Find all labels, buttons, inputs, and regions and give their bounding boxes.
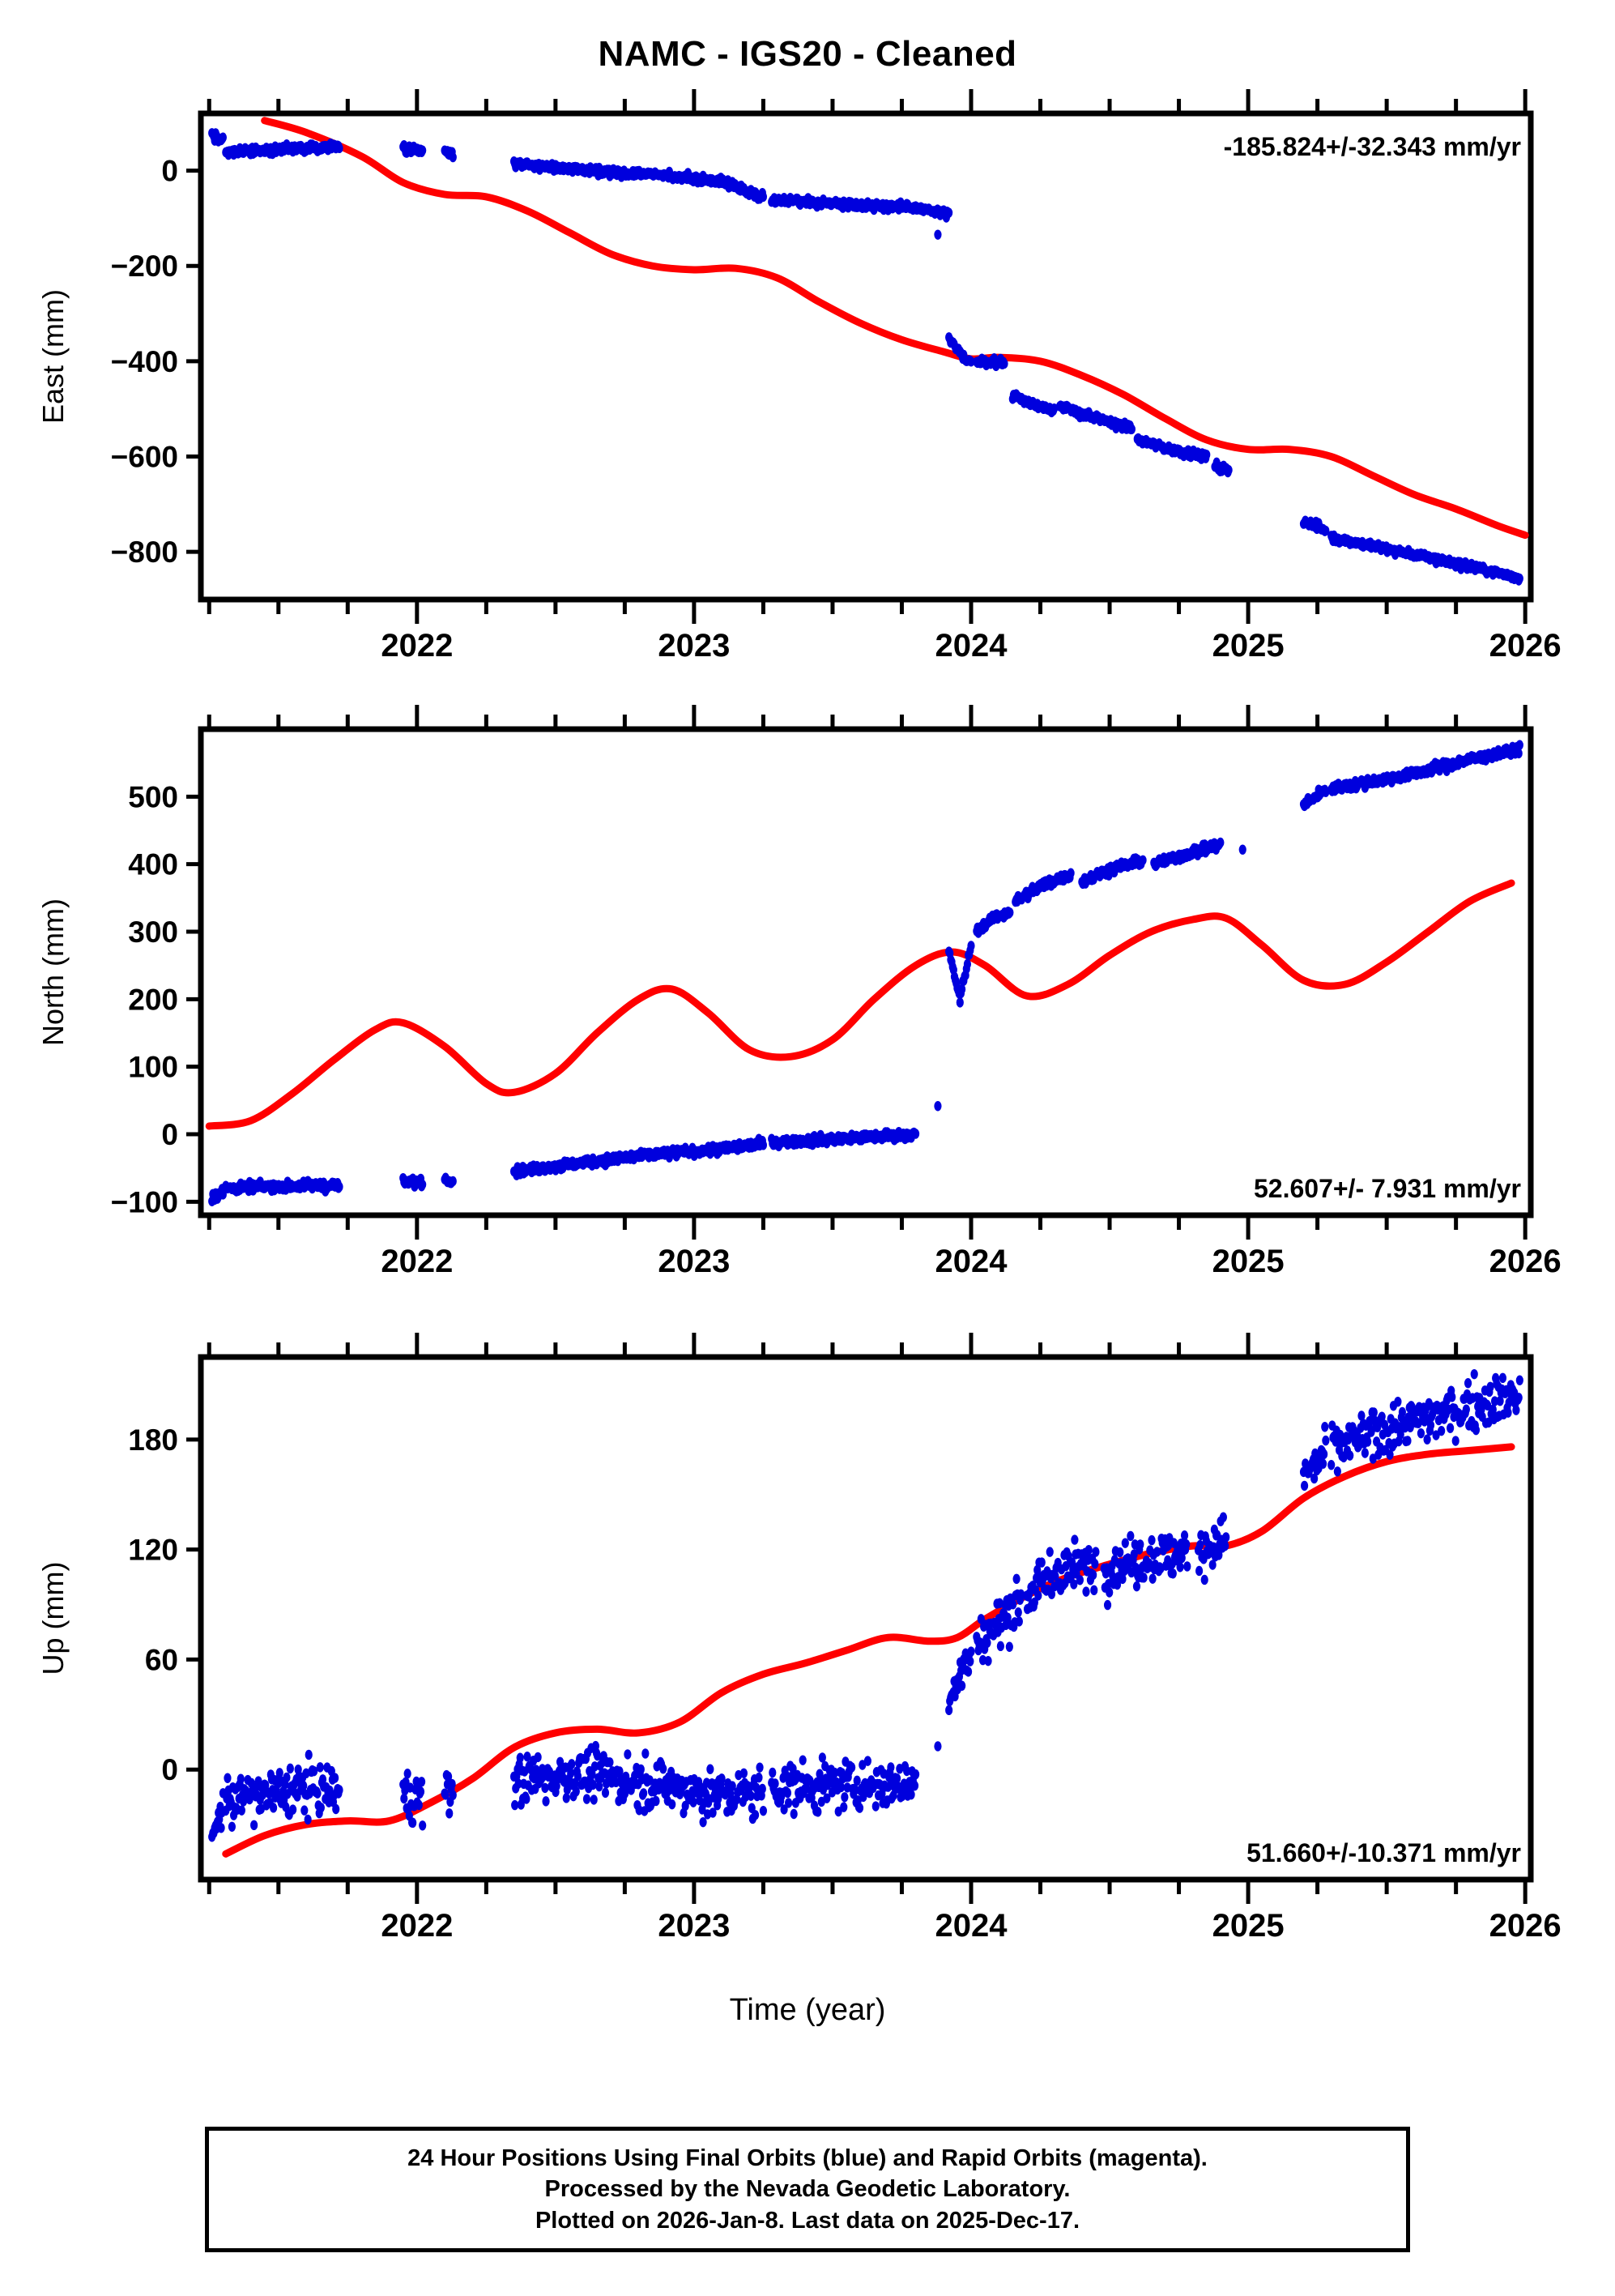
data-layer-east [208, 117, 1529, 586]
footer-note-box: 24 Hour Positions Using Final Orbits (bl… [205, 2127, 1410, 2252]
plot-east: 0 −200 −400 −600 −800 2022 2023 2024 2025 2026 Eas… [36, 89, 1562, 664]
plot-north: 500 400 300 200 100 0 −100 2022 2023 2024 2025 2026… [36, 705, 1562, 1279]
yaxis-title-east: East (mm) [36, 289, 70, 424]
ytick-label: −200 [111, 250, 178, 283]
ytick-label: 200 [128, 983, 178, 1016]
ytick-label: 500 [128, 780, 178, 813]
xaxis-title: Time (year) [729, 1993, 886, 2027]
page-title: NAMC - IGS20 - Cleaned [598, 34, 1017, 74]
ytick-label: 0 [161, 1753, 178, 1786]
rate-annotation-east: -185.824+/-32.343 mm/yr [1224, 132, 1521, 161]
xtick-label: 2026 [1489, 628, 1562, 664]
model-curve-east [261, 117, 1529, 540]
xtick-label: 2023 [658, 1244, 730, 1279]
xtick-label: 2022 [381, 1244, 453, 1279]
xtick-label: 2022 [381, 1908, 453, 1944]
plot-up: 180 120 60 0 2022 2023 2024 2025 2026 Up (mm) 51.6… [36, 1333, 1562, 1944]
rate-annotation-north: 52.607+/- 7.931 mm/yr [1254, 1174, 1521, 1203]
data-layer-up [208, 1368, 1523, 1858]
ytick-label: 400 [128, 848, 178, 881]
data-points-east [208, 128, 1523, 586]
ytick-label: −600 [111, 441, 178, 474]
yaxis-title-north: North (mm) [36, 898, 70, 1046]
ytick-label: −400 [111, 345, 178, 378]
xtick-label: 2025 [1212, 628, 1285, 664]
xtick-label: 2026 [1489, 1908, 1562, 1944]
data-points-north [208, 740, 1523, 1206]
ytick-label: 60 [145, 1643, 178, 1676]
ytick-label: 180 [128, 1423, 178, 1457]
footer-line-3: Plotted on 2026-Jan-8. Last data on 2025… [535, 2207, 1080, 2234]
ytick-label: −800 [111, 536, 178, 569]
yaxis-title-up: Up (mm) [36, 1562, 70, 1675]
ytick-label: 0 [161, 1118, 178, 1151]
model-curve-north [205, 879, 1515, 1130]
xtick-label: 2024 [935, 1244, 1008, 1279]
xtick-label: 2024 [935, 1908, 1008, 1944]
xtick-label: 2024 [935, 628, 1008, 664]
data-layer-north [205, 740, 1523, 1206]
xtick-label: 2022 [381, 628, 453, 664]
panel-east: 0 −200 −400 −600 −800 2022 2023 2024 2025 2026 Eas… [0, 57, 1615, 697]
ytick-label: 100 [128, 1051, 178, 1084]
rate-annotation-up: 51.660+/-10.371 mm/yr [1246, 1838, 1521, 1867]
ytick-label: 0 [161, 155, 178, 188]
footer-line-1: 24 Hour Positions Using Final Orbits (bl… [407, 2144, 1208, 2171]
ytick-label: −100 [111, 1185, 178, 1218]
xtick-label: 2025 [1212, 1244, 1285, 1279]
data-points-up [208, 1368, 1523, 1842]
footer-line-2: Processed by the Nevada Geodetic Laborat… [544, 2176, 1071, 2203]
xtick-label: 2023 [658, 628, 730, 664]
xtick-label: 2023 [658, 1908, 730, 1944]
ytick-label: 300 [128, 915, 178, 949]
panel-north: 500 400 300 200 100 0 −100 2022 2023 2024 2025 2026… [0, 697, 1615, 1312]
panel-up: 180 120 60 0 2022 2023 2024 2025 2026 Up (mm) 51.6… [0, 1312, 1615, 1993]
plot-frame [198, 110, 1534, 603]
ytick-label: 120 [128, 1534, 178, 1567]
xtick-label: 2026 [1489, 1244, 1562, 1279]
xtick-label: 2025 [1212, 1908, 1285, 1944]
